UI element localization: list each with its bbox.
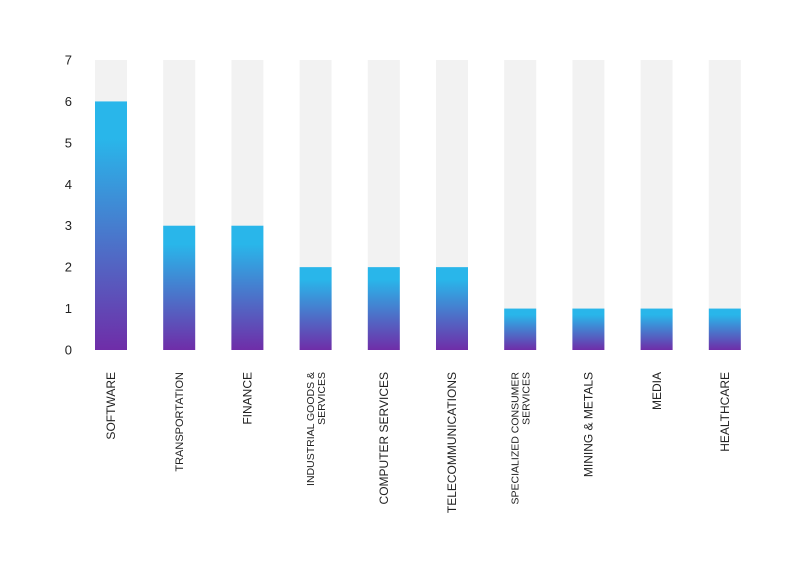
x-tick-label-line: HEALTHCARE xyxy=(718,372,732,452)
bar-transportation xyxy=(163,225,196,350)
x-tick-label: TELECOMMUNICATIONS xyxy=(445,372,459,513)
x-tick-label-line: SERVICES xyxy=(520,372,532,425)
y-tick-label: 6 xyxy=(65,94,72,109)
x-tick-label: SPECIALIZED CONSUMER SERVICES xyxy=(509,372,532,505)
x-tick-label-line: INDUSTRIAL GOODS & xyxy=(305,372,317,486)
bar-track xyxy=(640,60,673,350)
y-axis: 0 1 2 3 4 5 6 7 xyxy=(65,53,72,358)
x-tick-label: COMPUTER SERVICES xyxy=(377,372,391,504)
bar-mining-metals xyxy=(572,308,605,350)
x-tick-label-line: TRANSPORTATION xyxy=(174,372,186,472)
bar-media xyxy=(640,308,673,350)
x-tick-label-line: FINANCE xyxy=(241,372,255,425)
x-tick-label: FINANCE xyxy=(241,372,255,425)
x-tick-label-line: TELECOMMUNICATIONS xyxy=(445,372,459,513)
bar-healthcare xyxy=(708,308,741,350)
bar-computer-services xyxy=(367,267,400,350)
bar-track xyxy=(708,60,741,350)
y-tick-label: 4 xyxy=(65,177,72,192)
bar-industrial-goods-services xyxy=(299,267,332,350)
x-tick-label: TRANSPORTATION xyxy=(174,372,186,472)
bar-telecommunications xyxy=(436,267,468,350)
x-tick-label: MEDIA xyxy=(650,372,664,410)
bar-track xyxy=(504,60,537,350)
y-tick-label: 5 xyxy=(65,135,72,150)
y-tick-label: 1 xyxy=(65,301,72,316)
bars xyxy=(95,60,741,350)
bar-specialized-consumer-services xyxy=(504,308,537,350)
x-tick-label: HEALTHCARE xyxy=(718,372,732,452)
x-tick-label-line: SPECIALIZED CONSUMER xyxy=(509,372,521,505)
x-tick-label-line: SERVICES xyxy=(316,372,328,425)
y-tick-label: 0 xyxy=(65,343,72,358)
x-tick-label: SOFTWARE xyxy=(104,372,118,440)
bar-finance xyxy=(231,225,264,350)
bar-track xyxy=(572,60,605,350)
x-tick-label-line: SOFTWARE xyxy=(104,372,118,440)
x-tick-label-line: MINING & METALS xyxy=(582,372,596,477)
y-tick-label: 3 xyxy=(65,218,72,233)
x-tick-label: INDUSTRIAL GOODS & SERVICES xyxy=(305,372,328,486)
y-tick-label: 7 xyxy=(65,53,72,68)
bar-software xyxy=(95,101,127,350)
x-tick-label-line: COMPUTER SERVICES xyxy=(377,372,391,504)
x-tick-label-line: MEDIA xyxy=(650,372,664,410)
x-axis: SOFTWARE TRANSPORTATION FINANCE INDUSTRIAL … xyxy=(104,372,732,514)
y-tick-label: 2 xyxy=(65,260,72,275)
x-tick-label: MINING & METALS xyxy=(582,372,596,477)
